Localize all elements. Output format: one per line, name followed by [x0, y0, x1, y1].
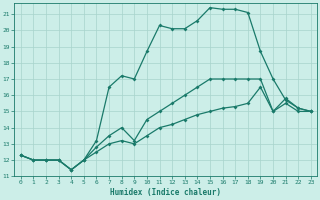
- X-axis label: Humidex (Indice chaleur): Humidex (Indice chaleur): [110, 188, 221, 197]
